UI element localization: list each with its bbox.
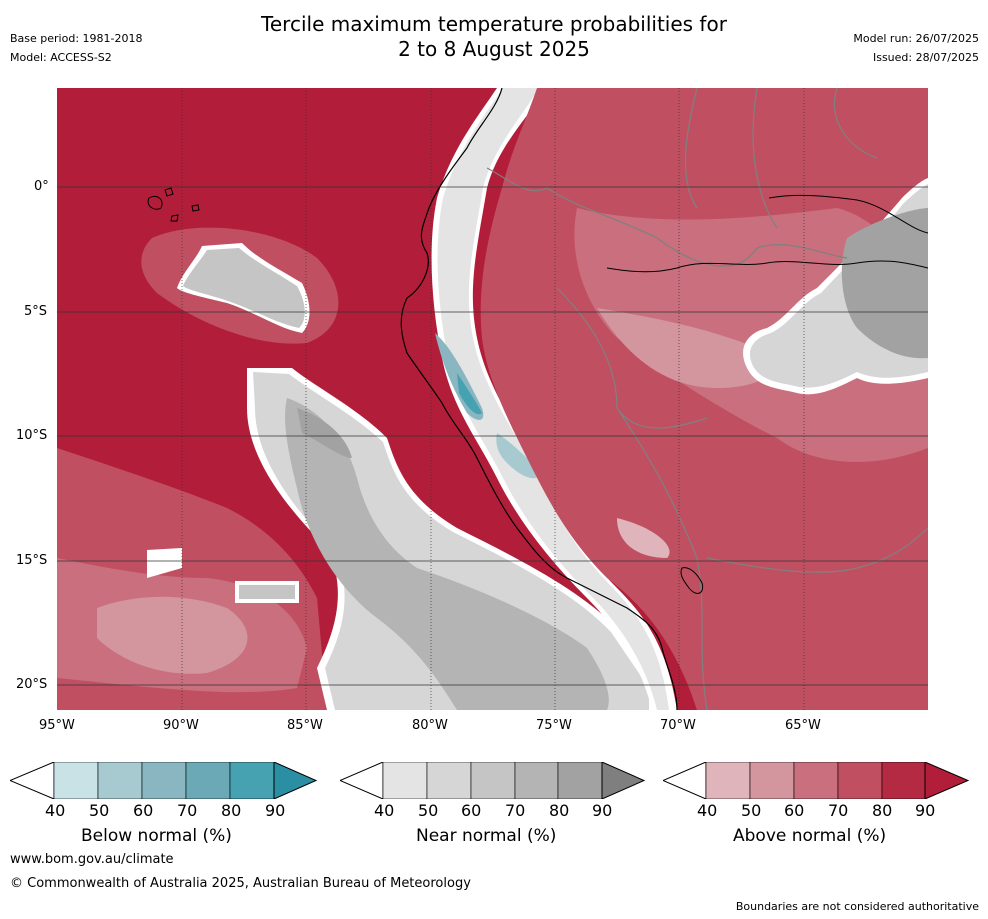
near-normal-label: Near normal (%) bbox=[416, 826, 557, 846]
inland-shade-50 bbox=[597, 308, 772, 388]
lon-label-70w: 70°W bbox=[660, 718, 696, 733]
near-normal-colorbar bbox=[340, 762, 646, 799]
lat-label-0: 0° bbox=[34, 179, 49, 194]
model-run-text: Model run: 26/07/2025 bbox=[853, 32, 979, 45]
ne-near-80 bbox=[841, 208, 928, 359]
above-tick-50: 50 bbox=[741, 801, 762, 820]
below-normal-patch-3 bbox=[496, 433, 542, 479]
lon-label-85w: 85°W bbox=[287, 718, 323, 733]
near-normal-70 bbox=[285, 398, 609, 710]
above-tick-40: 40 bbox=[697, 801, 718, 820]
bom-url-link[interactable]: www.bom.gov.au/climate bbox=[10, 852, 174, 867]
lat-label-5s: 5°S bbox=[24, 304, 48, 319]
lat-label-20s: 20°S bbox=[16, 677, 48, 692]
model-text: Model: ACCESS-S2 bbox=[10, 51, 112, 64]
near-tick-80: 80 bbox=[549, 801, 570, 820]
above-tick-70: 70 bbox=[828, 801, 849, 820]
lon-label-90w: 90°W bbox=[163, 718, 199, 733]
below-normal-patch-2 bbox=[457, 373, 482, 415]
below-normal-colorbar bbox=[10, 762, 318, 799]
small-patch-1-fill bbox=[239, 585, 295, 599]
lon-label-80w: 80°W bbox=[412, 718, 448, 733]
above-normal-colorbar bbox=[663, 762, 970, 799]
above-normal-label: Above normal (%) bbox=[733, 826, 887, 846]
near-normal-80 bbox=[297, 408, 352, 458]
lon-label-65w: 65°W bbox=[785, 718, 821, 733]
inland-shade-40 bbox=[617, 518, 670, 558]
disclaimer-text: Boundaries are not considered authoritat… bbox=[735, 900, 979, 913]
above-tick-60: 60 bbox=[784, 801, 805, 820]
galapagos-islands bbox=[147, 187, 200, 222]
lon-label-75w: 75°W bbox=[536, 718, 572, 733]
map-title: Tercile maximum temperature probabilitie… bbox=[0, 12, 988, 62]
small-patch-2 bbox=[147, 548, 182, 578]
below-tick-60: 60 bbox=[133, 801, 154, 820]
issued-text: Issued: 28/07/2025 bbox=[872, 51, 979, 64]
copyright-text: © Commonwealth of Australia 2025, Austra… bbox=[10, 876, 471, 891]
lat-label-15s: 15°S bbox=[16, 553, 48, 568]
ocean-shade-50 bbox=[97, 596, 248, 674]
near-tick-40: 40 bbox=[374, 801, 395, 820]
above-tick-80: 80 bbox=[872, 801, 893, 820]
near-tick-90: 90 bbox=[592, 801, 613, 820]
lake-titicaca bbox=[680, 567, 704, 594]
river-north bbox=[768, 194, 928, 234]
below-normal-label: Below normal (%) bbox=[81, 826, 232, 846]
galapagos-near-region bbox=[183, 248, 305, 328]
coastal-near-region bbox=[437, 88, 669, 710]
river-amazon bbox=[606, 260, 928, 273]
below-tick-40: 40 bbox=[45, 801, 66, 820]
lat-label-10s: 10°S bbox=[16, 428, 48, 443]
coastline bbox=[400, 88, 678, 710]
above-tick-90: 90 bbox=[915, 801, 936, 820]
country-borders bbox=[486, 88, 928, 710]
below-tick-50: 50 bbox=[89, 801, 110, 820]
lat-gridlines bbox=[57, 186, 928, 686]
base-period-text: Base period: 1981-2018 bbox=[10, 32, 143, 45]
probability-map bbox=[57, 88, 928, 710]
below-tick-70: 70 bbox=[177, 801, 198, 820]
below-tick-80: 80 bbox=[221, 801, 242, 820]
title-line-2: 2 to 8 August 2025 bbox=[398, 37, 590, 61]
near-tick-50: 50 bbox=[418, 801, 439, 820]
title-line-1: Tercile maximum temperature probabilitie… bbox=[261, 12, 727, 36]
lon-label-95w: 95°W bbox=[39, 718, 75, 733]
below-tick-90: 90 bbox=[265, 801, 286, 820]
near-tick-60: 60 bbox=[461, 801, 482, 820]
near-tick-70: 70 bbox=[505, 801, 526, 820]
